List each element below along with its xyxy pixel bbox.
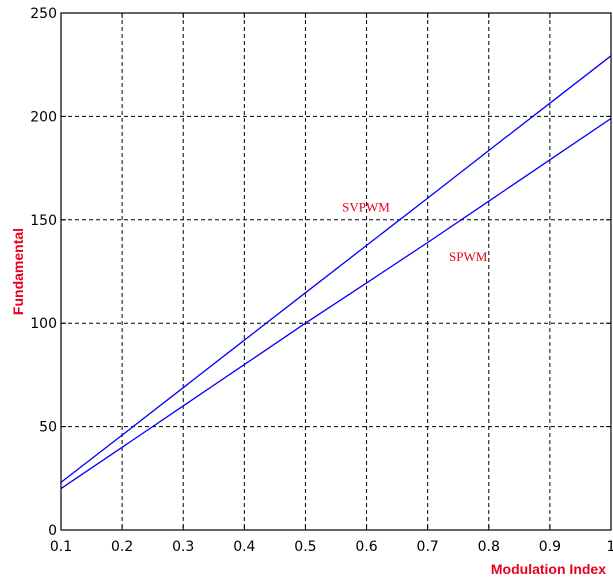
x-tick-label: 0.6 xyxy=(355,539,377,555)
y-tick-label: 0 xyxy=(48,523,57,539)
y-tick-label: 150 xyxy=(30,213,57,229)
axis-ticks xyxy=(60,12,612,531)
series-annotations: SVPWM SPWM xyxy=(342,200,488,265)
y-tick-label: 50 xyxy=(39,420,57,436)
series-line-spwm xyxy=(60,117,612,490)
x-tick-label: 0.1 xyxy=(50,539,72,555)
axis-tick-labels: 0.1 0.2 0.3 0.4 0.5 0.6 0.7 0.8 0.9 1 0 50 100 150 200… xyxy=(30,6,613,555)
x-tick-label: 0.2 xyxy=(111,539,133,555)
x-tick-label: 0.9 xyxy=(539,539,561,555)
annotation-spwm: SPWM xyxy=(449,249,488,264)
y-axis-title: Fundamental xyxy=(10,228,26,315)
x-tick-label: 0.8 xyxy=(478,539,500,555)
x-tick-label: 1 xyxy=(607,539,613,555)
x-tick-label: 0.5 xyxy=(294,539,316,555)
x-tick-label: 0.7 xyxy=(417,539,439,555)
series-lines xyxy=(60,55,612,490)
plot-area-frame xyxy=(60,12,612,531)
y-tick-label: 200 xyxy=(30,109,57,125)
annotation-svpwm: SVPWM xyxy=(342,200,390,215)
x-tick-label: 0.4 xyxy=(233,539,255,555)
y-tick-label: 250 xyxy=(30,6,57,22)
y-tick-label: 100 xyxy=(30,316,57,332)
x-tick-label: 0.3 xyxy=(172,539,194,555)
series-line-svpwm xyxy=(60,55,612,483)
x-axis-title: Modulation Index xyxy=(491,561,606,577)
